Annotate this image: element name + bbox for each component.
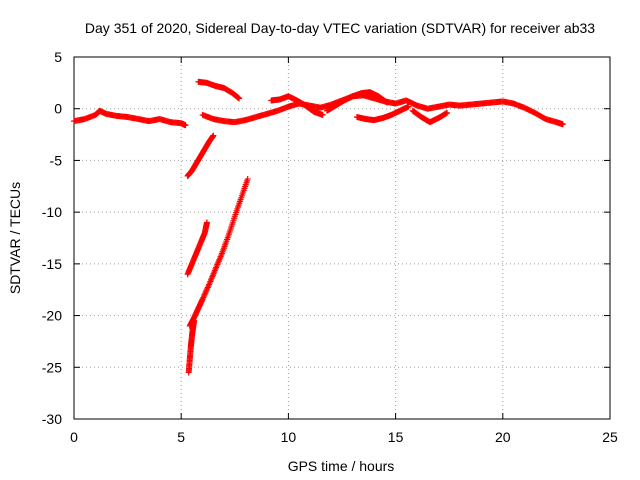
x-tick-label: 0: [70, 429, 78, 445]
series-arc-high: [195, 78, 243, 102]
x-tick-label: 10: [281, 429, 297, 445]
series-arc-loop-1: [268, 93, 326, 118]
data-point: [559, 121, 566, 128]
series-arc-main-a: [71, 107, 189, 129]
data-point: [244, 176, 251, 183]
grid-layer: [74, 57, 610, 419]
data-point: [210, 132, 217, 139]
x-axis-label: GPS time / hours: [288, 458, 395, 474]
y-tick-label: -10: [42, 204, 62, 220]
series-arc-dip-d: [185, 317, 198, 376]
series-arc-dip-b: [184, 219, 210, 278]
y-tick-label: -5: [50, 152, 63, 168]
data-point: [405, 103, 412, 110]
y-axis-label: SDTVAR / TECUs: [7, 182, 23, 294]
data-point: [383, 98, 390, 105]
plot-frame: [73, 56, 611, 420]
data-point: [384, 99, 391, 106]
chart-title: Day 351 of 2020, Sidereal Day-to-day VTE…: [85, 20, 595, 36]
x-tick-label: 20: [495, 429, 511, 445]
points-layer: [71, 78, 566, 376]
data-point: [182, 122, 189, 129]
data-point: [444, 109, 451, 116]
x-tick-label: 25: [602, 429, 618, 445]
series-arc-loop-4: [409, 107, 451, 126]
y-tick-label: -15: [42, 256, 62, 272]
ticks-layer: 0 5 10 15 20 25 5 0 -5 -10 -15 -20 -25 -30: [42, 49, 618, 445]
data-point: [203, 219, 210, 226]
series-arc-loop-3: [354, 103, 412, 124]
data-point: [191, 317, 198, 324]
y-tick-label: -30: [42, 411, 62, 427]
y-tick-label: -20: [42, 308, 62, 324]
y-tick-label: 5: [54, 49, 62, 65]
x-tick-label: 15: [388, 429, 404, 445]
data-point: [236, 95, 243, 102]
series-arc-loop-2: [323, 89, 391, 114]
x-tick-label: 5: [177, 429, 185, 445]
data-point: [319, 111, 326, 118]
y-tick-label: 0: [54, 101, 62, 117]
series-arc-dip-a: [184, 132, 217, 179]
y-tick-label: -25: [42, 359, 62, 375]
